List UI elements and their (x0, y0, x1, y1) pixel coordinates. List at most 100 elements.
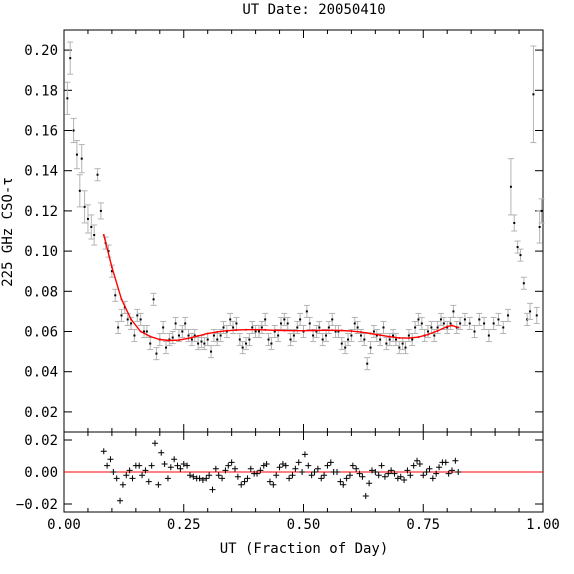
y-axis-title: 225 GHz CSO-τ (0, 177, 16, 287)
residual-point (414, 457, 421, 464)
fit-point (168, 339, 171, 342)
fit-point (158, 338, 161, 341)
data-point (478, 318, 481, 321)
data-point (379, 338, 382, 341)
y-tick-label: 0.12 (24, 204, 58, 220)
data-point (318, 326, 321, 329)
data-point (149, 342, 152, 345)
data-point (114, 294, 117, 297)
data-point (222, 326, 225, 329)
data-point (325, 334, 328, 337)
data-point (414, 326, 417, 329)
residual-point (126, 467, 133, 474)
data-point (375, 334, 378, 337)
residual-point (375, 472, 382, 479)
residual-point (273, 472, 280, 479)
fit-point (110, 266, 113, 269)
residual-point (100, 448, 107, 455)
data-point (181, 330, 184, 333)
residual-point (161, 461, 168, 467)
data-point (83, 205, 86, 208)
residual-point (356, 470, 363, 477)
residual-point (445, 470, 452, 477)
residual-point (301, 451, 308, 458)
data-point (152, 298, 155, 301)
residual-point (407, 472, 414, 479)
x-tick-label: 0.75 (406, 517, 440, 533)
residual-point (289, 472, 296, 479)
data-point (337, 330, 340, 333)
data-point (452, 310, 455, 313)
residual-point (276, 464, 283, 471)
data-point (540, 209, 543, 212)
data-point (69, 57, 72, 60)
data-point (394, 338, 397, 341)
data-point (210, 350, 213, 353)
data-point (369, 346, 372, 349)
data-point (487, 334, 490, 337)
fit-point (446, 325, 449, 328)
data-point (459, 322, 462, 325)
x-tick-label: 1.00 (526, 517, 560, 533)
residual-point (104, 462, 111, 469)
residual-point (180, 461, 187, 467)
residual-point (215, 472, 222, 479)
residual-point (206, 472, 213, 479)
data-point (96, 173, 99, 176)
x-tick-label: 0.50 (287, 517, 321, 533)
x-tick-label: 0.00 (47, 517, 81, 533)
residual-point (107, 456, 114, 463)
data-point (519, 254, 522, 257)
residual-point (152, 440, 159, 447)
fit-point (283, 329, 286, 332)
data-point (331, 318, 334, 321)
data-point (350, 334, 353, 337)
y-tick-label: 0.06 (24, 325, 58, 341)
data-point (229, 318, 232, 321)
residual-point (349, 462, 356, 469)
fit-point (235, 329, 238, 332)
data-point (93, 234, 96, 237)
residual-point (225, 462, 232, 469)
y-tick-label: 0.16 (24, 124, 58, 140)
data-point (238, 338, 241, 341)
residual-point (257, 467, 264, 474)
residual-point (429, 475, 436, 482)
fit-point (130, 318, 133, 321)
data-point (532, 93, 535, 96)
data-point (417, 318, 420, 321)
residual-point (318, 475, 325, 482)
residual-point (378, 462, 385, 469)
data-point (78, 189, 81, 192)
data-point (133, 334, 136, 337)
residual-point (212, 465, 219, 472)
residual-point (448, 467, 455, 474)
residual-point (292, 465, 299, 472)
data-point (363, 338, 366, 341)
data-point (80, 157, 83, 160)
residual-point (232, 465, 239, 472)
residual-point (324, 462, 331, 469)
residual-point (209, 486, 216, 493)
data-point (449, 322, 452, 325)
fit-point (225, 329, 228, 332)
data-point (538, 225, 541, 228)
chart-title: UT Date: 20050410 (242, 2, 385, 18)
fit-point (292, 329, 295, 332)
y-tick-label: −0.02 (16, 497, 58, 513)
main-plot-panel: 0.02 0.04 0.06 0.08 0.10 0.12 0.14 0.16 0.18 0.20 (24, 29, 545, 433)
residual-point (123, 472, 130, 479)
data-point (187, 334, 190, 337)
data-point (407, 334, 410, 337)
y-tick-label: 0.00 (24, 465, 58, 481)
data-point (219, 334, 222, 337)
fit-point (350, 330, 353, 333)
residual-point (346, 472, 353, 479)
data-point (385, 342, 388, 345)
data-point (283, 318, 286, 321)
residual-point (343, 475, 350, 482)
residual-point (139, 472, 146, 479)
data-point (279, 322, 282, 325)
residual-point (203, 475, 210, 482)
data-point (308, 322, 311, 325)
